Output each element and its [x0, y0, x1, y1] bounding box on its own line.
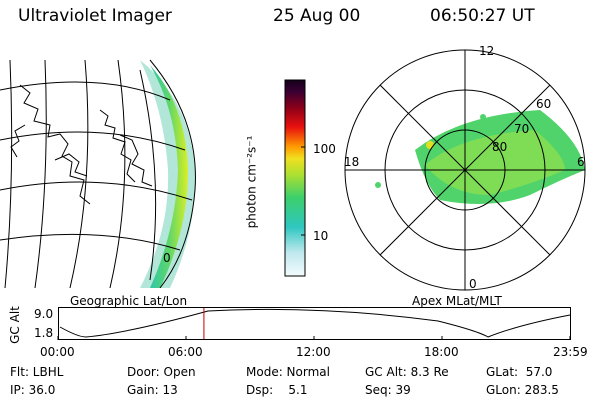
status-glat: GLat: 57.0 — [486, 365, 553, 379]
meridian-label: 0 — [163, 251, 171, 265]
status-ip: IP: 36.0 — [10, 383, 56, 397]
lat-70-label: 70 — [514, 122, 529, 136]
time-label: 06:50:27 UT — [430, 6, 535, 26]
mlt-right-label: 6 — [577, 155, 585, 169]
geographic-label: Geographic Lat/Lon — [70, 294, 188, 308]
mlt-left-label: 18 — [344, 155, 359, 169]
xtick-1200: 12:00 — [296, 345, 331, 359]
status-seq: Seq: 39 — [365, 383, 411, 397]
colorbar-unit-label: photon cm⁻²s⁻¹ — [244, 135, 259, 229]
status-flt: Flt: LBHL — [10, 365, 64, 379]
altitude-ytick-low: 1.8 — [34, 326, 54, 340]
colorbar — [284, 79, 306, 277]
lat-60-label: 60 — [536, 97, 551, 111]
polar-plot: 12 18 6 0 60 70 80 — [344, 44, 586, 291]
altitude-ytick-high: 9.0 — [34, 307, 54, 321]
lat-80-label: 80 — [492, 140, 507, 154]
xtick-2359: 23:59 — [553, 345, 588, 359]
xtick-1800: 18:00 — [424, 345, 459, 359]
status-mode: Mode: Normal — [246, 365, 330, 379]
xtick-0600: 06:00 — [168, 345, 203, 359]
instrument-title: Ultraviolet Imager — [18, 6, 172, 26]
altitude-plot — [57, 307, 571, 340]
colorbar-tick-low: 10 — [313, 229, 329, 243]
altitude-ylabel: GC Alt — [7, 306, 22, 344]
mlt-bottom-label: 0 — [469, 277, 477, 291]
status-dsp: Dsp: 5.1 — [246, 383, 308, 397]
xtick-0000: 00:00 — [40, 345, 75, 359]
geographic-map: 0 — [0, 59, 196, 288]
status-gain: Gain: 13 — [127, 383, 178, 397]
status-door: Door: Open — [127, 365, 196, 379]
colorbar-tick-high: 100 — [313, 142, 336, 156]
status-glon: GLon: 283.5 — [486, 383, 559, 397]
date-label: 25 Aug 00 — [273, 6, 361, 26]
apex-label: Apex MLat/MLT — [412, 294, 502, 308]
mlt-top-label: 12 — [479, 44, 494, 58]
status-gc-alt: GC Alt: 8.3 Re — [365, 365, 449, 379]
